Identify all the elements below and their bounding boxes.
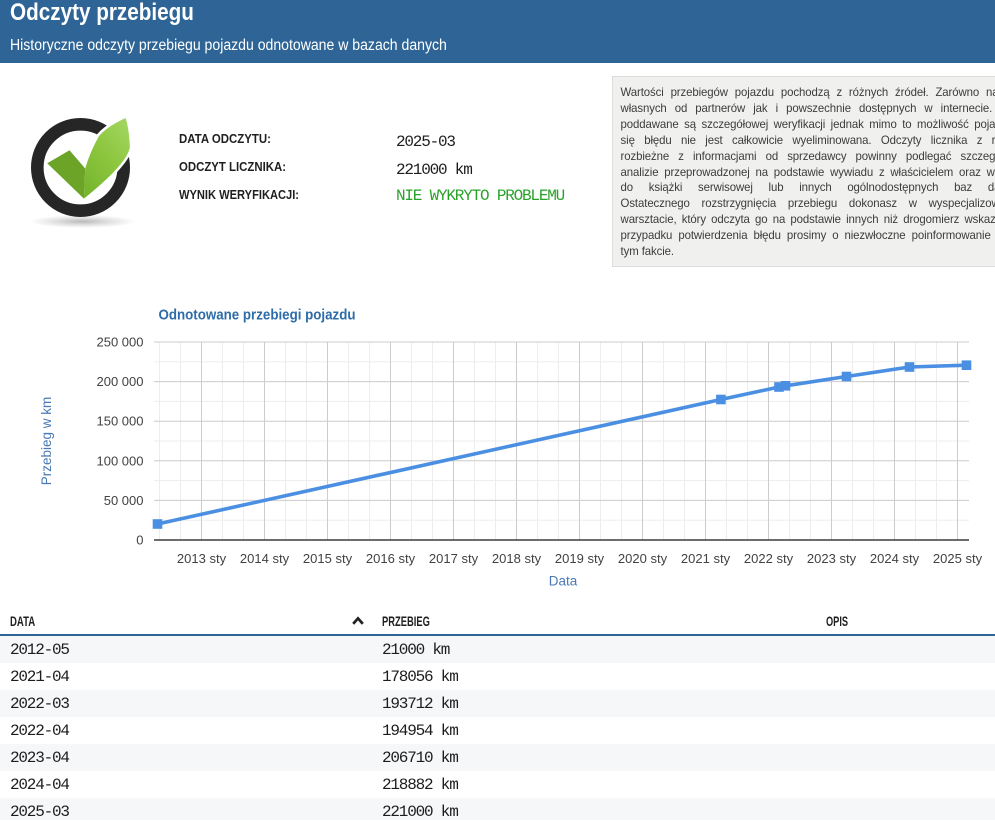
svg-text:2016 sty: 2016 sty bbox=[366, 551, 416, 566]
svg-text:2021 sty: 2021 sty bbox=[681, 551, 731, 566]
svg-text:2019 sty: 2019 sty bbox=[555, 551, 605, 566]
svg-text:250 000: 250 000 bbox=[97, 335, 144, 350]
svg-text:100 000: 100 000 bbox=[97, 453, 144, 468]
svg-text:0: 0 bbox=[136, 533, 143, 548]
svg-text:2013 sty: 2013 sty bbox=[177, 551, 227, 566]
svg-text:2024 sty: 2024 sty bbox=[870, 551, 920, 566]
svg-text:Data: Data bbox=[549, 574, 578, 589]
svg-text:150 000: 150 000 bbox=[97, 414, 144, 429]
svg-text:200 000: 200 000 bbox=[97, 374, 144, 389]
svg-text:2022 sty: 2022 sty bbox=[744, 551, 794, 566]
svg-text:2020 sty: 2020 sty bbox=[618, 551, 668, 566]
svg-text:2015 sty: 2015 sty bbox=[303, 551, 353, 566]
svg-text:2014 sty: 2014 sty bbox=[240, 551, 290, 566]
svg-text:2017 sty: 2017 sty bbox=[429, 551, 479, 566]
svg-text:50 000: 50 000 bbox=[104, 493, 144, 508]
svg-text:2025 sty: 2025 sty bbox=[933, 551, 983, 566]
svg-text:Przebieg w km: Przebieg w km bbox=[39, 397, 54, 486]
svg-text:2023 sty: 2023 sty bbox=[807, 551, 857, 566]
svg-text:2018 sty: 2018 sty bbox=[492, 551, 542, 566]
svg-text:Odnotowane przebiegi pojazdu: Odnotowane przebiegi pojazdu bbox=[159, 306, 356, 323]
